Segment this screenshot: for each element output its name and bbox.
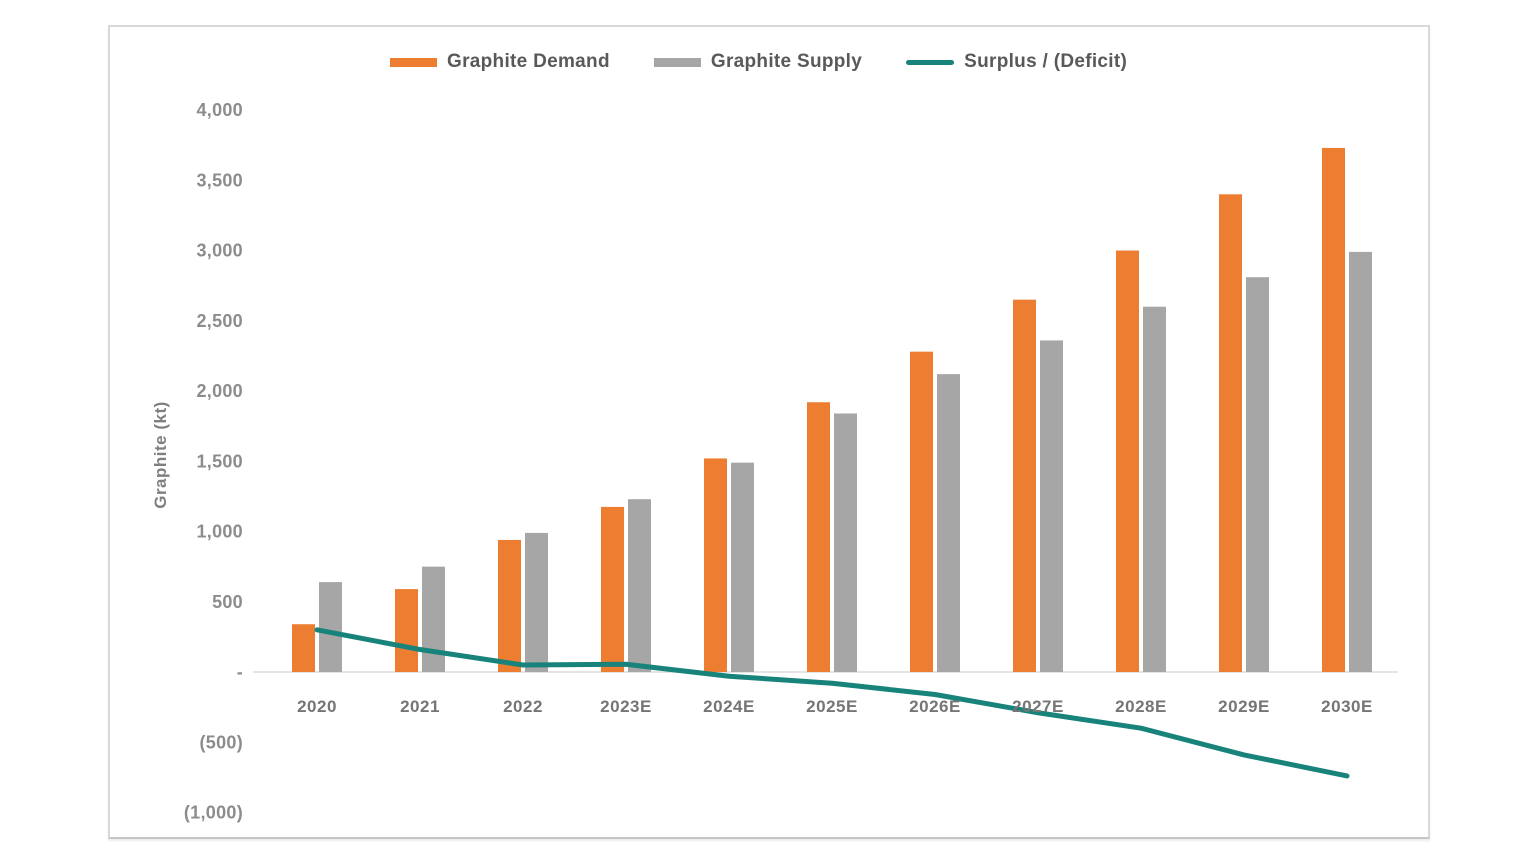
demand-legend-swatch [390, 57, 437, 67]
bar-supply-2026E [937, 374, 960, 672]
legend-item-graphite-supply: Graphite Supply [653, 51, 863, 73]
y-tick-label: 3,500 [196, 170, 243, 190]
x-axis-label: 2022 [503, 697, 543, 716]
y-tick-label: 1,500 [196, 451, 243, 471]
surplus-legend-swatch [906, 59, 955, 65]
surplus-deficit-line [314, 627, 1350, 779]
y-tick-label: 1,000 [196, 522, 243, 542]
bar-demand-2022 [498, 539, 521, 672]
bar-demand-2023E [601, 506, 624, 672]
x-axis-label: 2024E [703, 697, 755, 716]
y-tick-label: (1,000) [184, 803, 243, 823]
x-axis-label: 2026E [909, 697, 961, 716]
bar-supply-2030E [1349, 251, 1372, 672]
y-tick-label: - [237, 662, 243, 682]
y-tick-label: (500) [199, 732, 243, 752]
bar-demand-2028E [1116, 250, 1139, 672]
y-tick-label: 3,000 [196, 241, 243, 261]
y-tick-label: 500 [212, 592, 243, 612]
x-axis-label: 2030E [1321, 697, 1373, 716]
supply-legend-label: Graphite Supply [710, 51, 863, 72]
x-axis-label: 2021 [400, 697, 440, 716]
bar-demand-2026E [910, 351, 933, 672]
bar-demand-2030E [1322, 147, 1345, 672]
x-axis-label: 2020 [297, 697, 337, 716]
x-axis-label: 2027E [1012, 697, 1064, 716]
chart-legend: Graphite Demand Graphite Supply Surplus … [390, 49, 1127, 75]
bar-supply-2025E [834, 413, 857, 672]
x-axis-label: 2023E [600, 697, 652, 716]
x-axis-label: 2025E [806, 697, 858, 716]
demand-legend-label: Graphite Demand [447, 51, 610, 72]
surplus-legend-label: Surplus / (Deficit) [964, 51, 1128, 72]
bar-demand-2021 [395, 589, 418, 672]
bar-supply-2022 [525, 532, 548, 672]
y-tick-label: 4,000 [196, 100, 243, 120]
bar-demand-2025E [807, 402, 830, 672]
supply-legend-swatch [653, 57, 701, 67]
bar-supply-2023E [628, 499, 651, 672]
bar-supply-2024E [731, 462, 754, 672]
x-axis-label: 2029E [1218, 697, 1270, 716]
bar-supply-2020 [319, 582, 342, 672]
bar-demand-2020 [292, 624, 315, 672]
x-axis-label: 2028E [1115, 697, 1167, 716]
bar-supply-2029E [1246, 277, 1269, 672]
bar-supply-2027E [1040, 340, 1063, 672]
y-tick-label: 2,000 [196, 381, 243, 401]
bar-demand-2027E [1013, 299, 1036, 672]
legend-item-surplus-deficit: Surplus / (Deficit) [906, 51, 1127, 73]
chart-card: Graphite Demand Graphite Supply Surplus … [108, 25, 1430, 839]
bar-supply-2021 [422, 566, 445, 672]
y-tick-label: 2,500 [196, 311, 243, 331]
legend-item-graphite-demand: Graphite Demand [390, 51, 610, 73]
plot-area: 4,000 3,500 3,000 2,500 2,000 1,500 1,000 500 - (… [184, 100, 1398, 823]
bar-supply-2028E [1143, 306, 1166, 672]
bar-demand-2029E [1219, 194, 1242, 673]
bar-demand-2024E [704, 458, 727, 672]
